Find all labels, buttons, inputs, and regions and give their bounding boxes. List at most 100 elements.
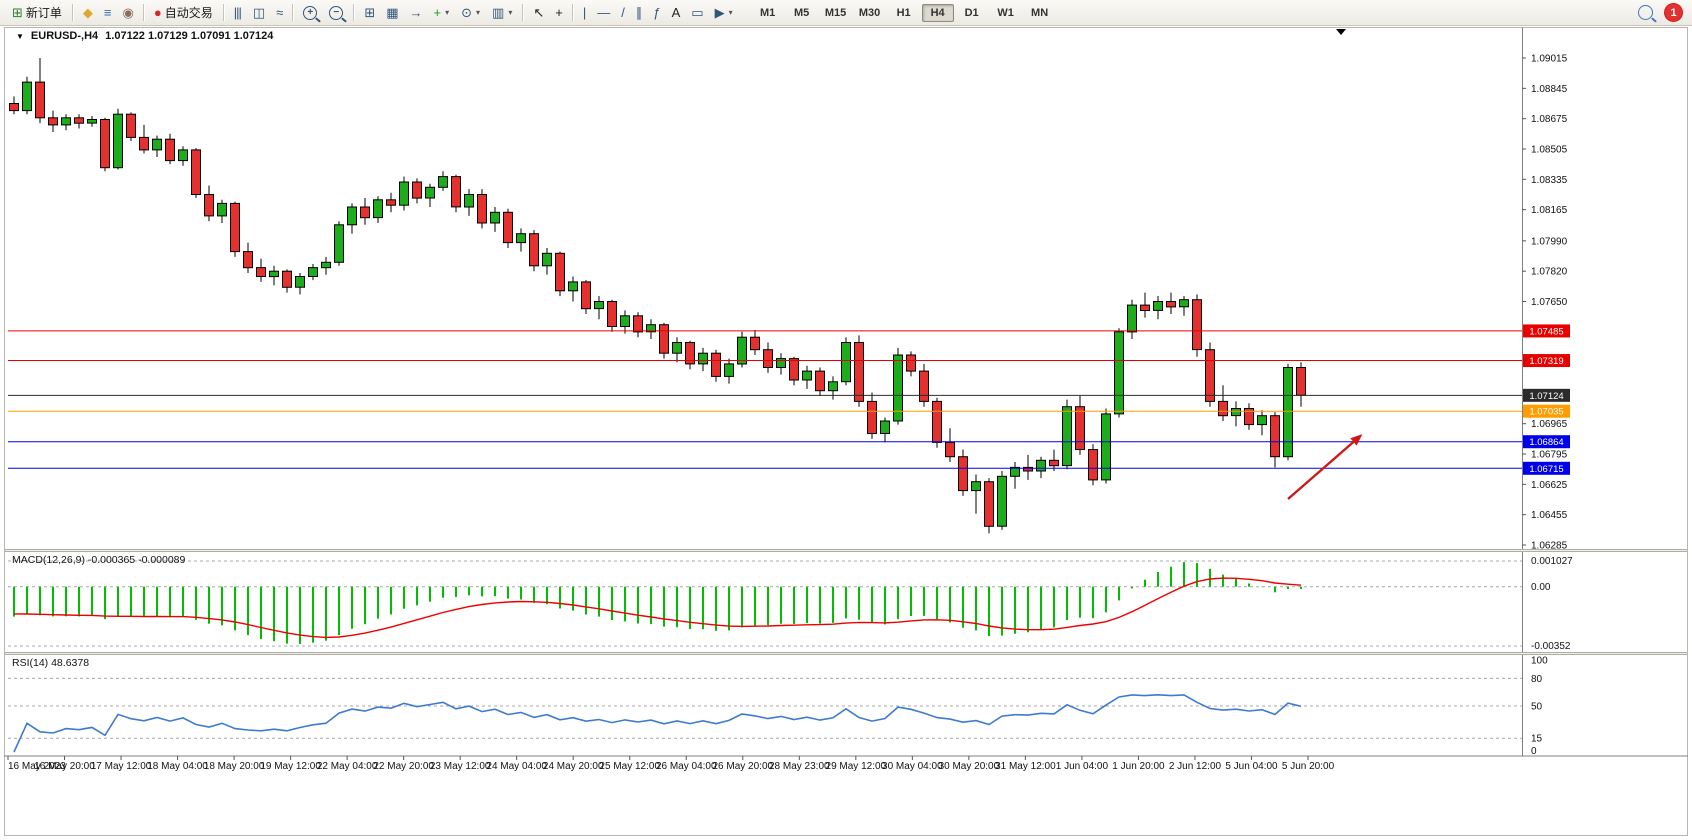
cursor-icon-glyph: ↖ [533,5,544,20]
candle [48,117,58,126]
dropdown-caret-icon[interactable]: ▾ [476,8,481,17]
fibonacci-icon-glyph: ƒ [653,5,660,20]
price-badge [1523,388,1570,402]
line-chart-icon[interactable]: ≈ [270,4,288,21]
price-axis-label: 1.06455 [1531,510,1568,521]
cursor-icon[interactable]: ↖ [527,4,549,21]
timeframe-h1[interactable]: H1 [896,6,911,19]
arrow-annotation-head[interactable] [1350,434,1363,446]
candle [581,281,591,310]
trendline-icon[interactable]: / [615,4,630,21]
notification-badge[interactable]: 1 [1665,4,1682,21]
label-icon[interactable]: ▭ [685,4,708,21]
rsi-panel-splitter[interactable] [5,652,1687,655]
candle [1140,304,1150,312]
market-watch-icon[interactable]: ≡ [98,4,117,21]
candle [724,363,734,377]
candle [269,270,279,278]
candle [919,370,929,402]
dropdown-caret-icon[interactable]: ▾ [445,8,450,17]
timeframe-m1[interactable]: M1 [759,6,776,19]
price-axis-label: 1.08165 [1531,205,1568,216]
candle [555,252,565,292]
timeframe-m30[interactable]: M30 [858,6,881,19]
candle [1179,299,1189,308]
timeframe-d1[interactable]: D1 [964,6,979,19]
candle [1296,367,1306,396]
price-badge-label: 1.07319 [1529,356,1563,367]
price-badge [1523,404,1570,418]
candle [477,194,487,224]
text-icon[interactable]: A [666,4,686,21]
candle [295,276,305,288]
candle [35,81,45,119]
timeframe-m5[interactable]: M5 [793,6,810,19]
time-axis-label: 29 May 12:00 [826,761,887,772]
timeframe-w1[interactable]: W1 [997,6,1014,19]
horizontal-line-icon-glyph: — [597,5,610,20]
candle [685,342,695,365]
candle [282,270,292,288]
price-badge [1523,354,1570,368]
search-icon[interactable] [1638,5,1653,20]
time-axis-label: 23 May 12:00 [430,761,491,772]
zoom-out-icon-glyph: − [329,5,344,20]
signals-icon[interactable]: ◆ [77,4,98,21]
candle [451,176,461,208]
zoom-in-icon[interactable]: + [297,4,323,22]
time-axis-label: 24 May 20:00 [543,761,604,772]
chart-shift-marker-icon[interactable] [1336,29,1346,35]
time-axis-label: 1 Jun 04:00 [1056,761,1109,772]
vertical-line-icon-glyph: | [582,5,587,20]
candle [308,267,318,278]
channel-icon[interactable]: ∥ [630,4,648,21]
rsi-indicator-label: RSI(14) 48.6378 [12,657,90,669]
candle [633,315,643,333]
time-axis-label: 24 May 04:00 [486,761,547,772]
bar-chart-icon[interactable]: ||| [228,4,247,21]
navigator-icon-glyph: ◉ [122,5,134,20]
indicators-icon-glyph: + [433,5,442,20]
arrow-annotation[interactable] [1287,437,1359,500]
candle [763,349,773,369]
time-axis-label: 28 May 23:00 [769,761,830,772]
price-badge-label: 1.07124 [1529,391,1563,402]
navigator-icon[interactable]: ◉ [117,4,139,21]
candlestick-chart-icon[interactable]: ◫ [247,4,270,21]
candle [243,251,253,269]
candle [347,206,357,226]
candle [425,186,435,199]
price-badge-label: 1.07485 [1529,326,1563,337]
periods-icon[interactable]: ⊙ ▾ [455,4,486,21]
templates-icon[interactable]: ▥ ▾ [486,4,518,21]
shapes-icon[interactable]: ▶ ▾ [709,4,739,21]
candle [971,481,981,492]
tile-windows-icon[interactable]: ⊞ [358,4,380,21]
chart-shift-icon[interactable]: → [404,4,428,21]
toolbar: ⊞ 新订单 ◆ ≡ ◉ ● 自动交易 ||| ◫ ≈ + − ⊞ ▦ → + ▾ ⊙ ▾ ▥ ▾ ↖ + | — / ∥ ƒ A ▭ ▶ ▾ M… [0,0,1692,26]
vertical-line-icon[interactable]: | [577,4,591,21]
macd-panel-splitter[interactable] [5,549,1687,552]
candle [516,233,526,244]
timeframe-m15[interactable]: M15 [824,6,847,19]
candle [74,117,84,124]
candle [126,113,136,138]
zoom-out-icon[interactable]: − [323,4,349,22]
autotrading-button[interactable]: ● 自动交易 [148,2,219,23]
one-click-expand-icon[interactable]: ▼ [16,31,24,41]
cascade-windows-icon[interactable]: ▦ [380,4,403,21]
fibonacci-icon[interactable]: ƒ [647,4,665,21]
new-order-button[interactable]: ⊞ 新订单 [6,2,68,23]
candle [373,199,383,219]
timeframe-h4[interactable]: H4 [921,3,954,22]
candle [139,136,149,151]
dropdown-caret-icon[interactable]: ▾ [728,8,733,17]
indicators-icon[interactable]: + ▾ [428,4,456,21]
crosshair-icon[interactable]: + [549,4,568,21]
time-axis-label: 22 May 20:00 [373,761,434,772]
timeframe-mn[interactable]: MN [1031,6,1049,19]
dropdown-caret-icon[interactable]: ▾ [508,8,513,17]
candle [1023,466,1033,472]
horizontal-line-icon[interactable]: — [591,4,615,21]
